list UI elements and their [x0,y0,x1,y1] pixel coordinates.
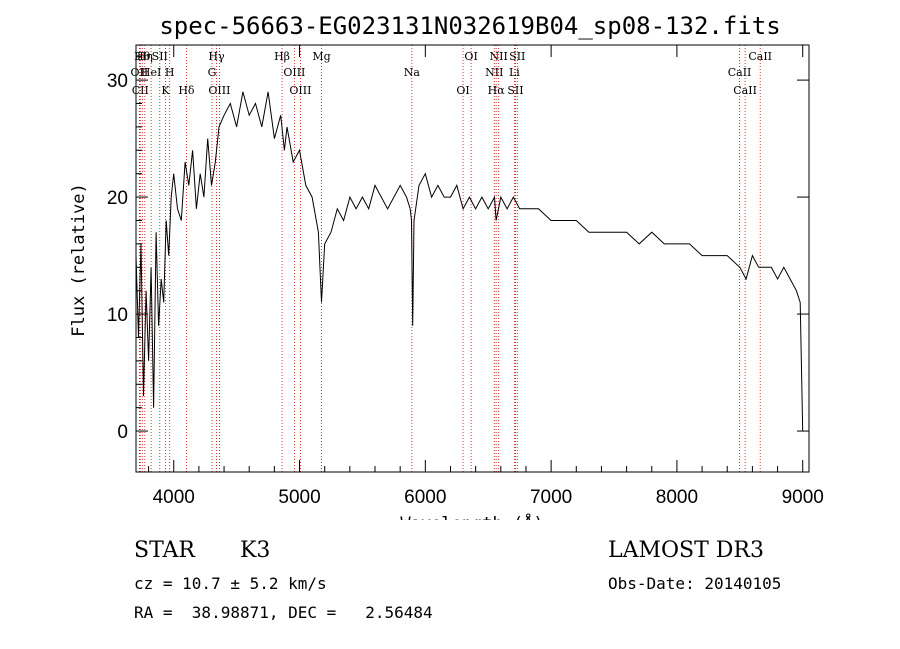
marker-label: Mg [312,50,330,63]
y-tick-label: 0 [117,422,128,443]
survey-name: LAMOST DR3 [608,538,764,563]
y-tick-label: 30 [107,71,128,92]
marker-label: NII [490,50,508,63]
x-tick-label: 5000 [278,487,320,508]
obs-date-text: Obs-Date: 20140105 [608,574,782,593]
x-axis-ticks: 4000 5000 6000 7000 8000 9000 [148,45,824,508]
marker-label: Hθ [134,50,151,63]
x-axis-label: Wavelength (Å) [400,512,543,520]
marker-label: Li [509,66,520,79]
marker-label: Hα [488,84,506,97]
object-class: STAR [134,538,195,563]
y-tick-label: 20 [107,188,128,209]
chart-title: spec-56663-EG023131N032619B04_sp08-132.f… [159,12,780,40]
marker-label: HeI [141,66,161,79]
marker-label: SII [152,50,168,63]
object-subclass: K3 [240,538,271,563]
marker-label: CII [132,84,149,97]
spectrum-line [135,91,804,432]
x-tick-label: 9000 [782,487,824,508]
marker-label: H [165,66,175,79]
marker-label: CaII [733,84,757,97]
plot-frame [135,44,810,473]
marker-label: OIII [283,66,305,79]
y-axis-label: Flux (relative) [69,183,89,337]
marker-label: NII [485,66,503,79]
marker-label: K [161,84,170,97]
coordinates-text: RA = 38.98871, DEC = 2.56484 [134,603,433,622]
marker-label: OI [456,84,469,97]
marker-label: Na [404,66,421,79]
marker-label: Hγ [208,50,225,63]
marker-label: G [208,66,217,79]
y-axis-ticks: 0 10 20 30 [107,56,809,443]
x-tick-label: 8000 [656,487,698,508]
marker-label: OII [131,66,149,79]
marker-label: OI [464,50,477,63]
x-tick-label: 6000 [404,487,446,508]
marker-label: Hβ [274,50,290,63]
y-tick-label: 10 [107,305,128,326]
marker-label: OIII [289,84,311,97]
x-tick-label: 4000 [153,487,195,508]
marker-label: OIII [208,84,230,97]
spectrum-chart: spec-56663-EG023131N032619B04_sp08-132.f… [69,12,824,520]
marker-label: SII [507,84,523,97]
x-tick-label: 7000 [530,487,572,508]
redshift-text: cz = 10.7 ± 5.2 km/s [134,574,327,593]
marker-label: SII [509,50,525,63]
marker-label: Hη [137,50,153,63]
marker-label: Hδ [178,84,195,97]
marker-label: CaII [728,66,752,79]
line-markers [138,45,761,472]
marker-label: CaII [748,50,772,63]
